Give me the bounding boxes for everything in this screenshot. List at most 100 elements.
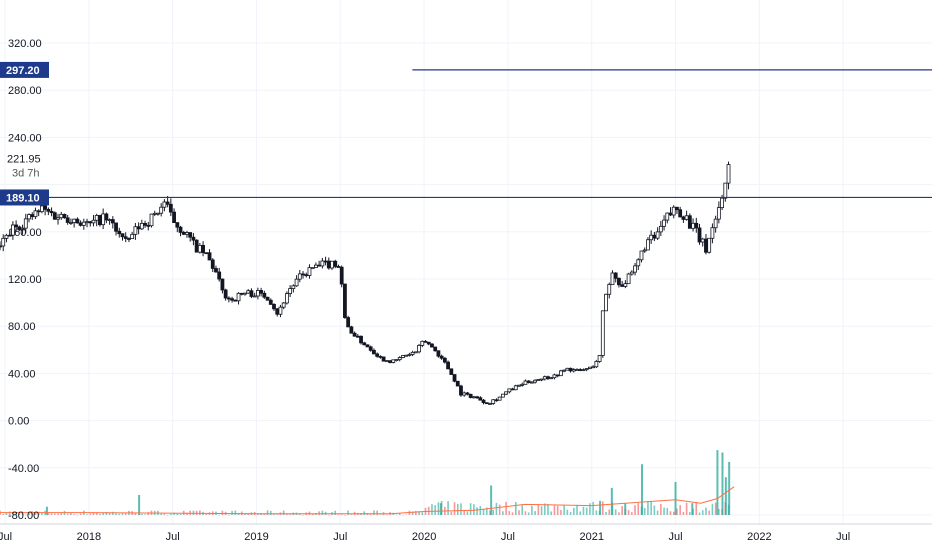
candle-body [455, 380, 460, 387]
volume-bar [689, 512, 691, 515]
candle-body [510, 388, 515, 391]
candle-body [355, 335, 360, 338]
candle-body [513, 385, 518, 391]
candle-body [420, 340, 425, 346]
candle-body [546, 376, 550, 379]
candle-body [123, 236, 128, 239]
volume-bar [514, 502, 517, 515]
candle-body [388, 360, 392, 363]
candle-body [584, 368, 589, 371]
volume-bar [492, 509, 495, 515]
volume-bar [627, 509, 630, 515]
candle-body [104, 213, 109, 221]
volume-bar [469, 503, 472, 515]
candle-body [636, 259, 641, 267]
candle-body [681, 216, 686, 220]
candle-body [417, 345, 421, 353]
candle-body [117, 230, 122, 235]
volume-bar [553, 505, 556, 515]
volume-bar [41, 512, 43, 515]
volume-bar [308, 511, 311, 515]
horizontal-lines[interactable]: 297.20 189.10 [0, 61, 932, 206]
candle-body [368, 346, 373, 351]
y-tick-label: 40.00 [8, 368, 36, 380]
candle-body [307, 267, 312, 276]
volume-bar [347, 510, 349, 515]
candle-body [297, 273, 302, 280]
candle-body [268, 299, 273, 305]
volume-bar [595, 510, 598, 515]
candle-body [526, 380, 531, 383]
candle-body [288, 288, 293, 294]
volume-bar [318, 511, 320, 515]
volume-bar [592, 501, 594, 515]
volume-bar [8, 511, 11, 515]
x-tick-label: 2019 [244, 531, 268, 543]
candle-body [542, 376, 547, 380]
volume-bar [498, 504, 501, 515]
candle-body [713, 218, 718, 229]
candle-body [46, 208, 51, 212]
volume-bar [24, 514, 27, 516]
price-badge-label: 297.20 [6, 65, 40, 77]
candle-body [520, 383, 525, 386]
candle-body [294, 278, 299, 287]
volume-bar [674, 481, 677, 515]
candle-body [426, 341, 431, 345]
volume-bar [618, 512, 620, 515]
volume-bar [631, 512, 633, 515]
volume-bar [682, 512, 685, 515]
candle-body [362, 342, 367, 346]
candle-body [639, 250, 644, 261]
volume-bar [563, 505, 565, 515]
price-axis[interactable]: 320.00 280.00 240.00 160.00 120.00 80.00 40.00… [7, 38, 42, 522]
candle-body [600, 310, 605, 356]
volume-bar [186, 512, 188, 515]
volume-bar [86, 514, 88, 515]
volume-bar [463, 509, 465, 515]
candle-body [330, 260, 334, 269]
candle-body [620, 284, 625, 287]
candle-body [459, 385, 463, 396]
candle-body [94, 215, 99, 221]
candle-body [665, 212, 670, 221]
volume-bar [205, 513, 208, 515]
time-axis[interactable]: Jul 2018 Jul 2019 Jul 2020 Jul 2021 Jul 2022 Jul [0, 531, 850, 543]
candle-body [716, 207, 721, 220]
candle-body [507, 388, 512, 393]
volume-bar [99, 513, 101, 515]
candle-body [323, 260, 328, 263]
volume-bar [138, 494, 141, 515]
candle-body [101, 213, 106, 226]
candle-body [146, 224, 151, 227]
volume-bar [121, 513, 124, 515]
candle-body [339, 266, 344, 285]
candle-body [91, 219, 96, 224]
volume-bar [141, 513, 143, 515]
volume-bar [311, 513, 314, 515]
candle-body [207, 252, 212, 261]
candle-body [320, 260, 325, 267]
candle-body [442, 357, 447, 363]
candle-body [684, 215, 689, 220]
candle-body [223, 289, 228, 299]
candle-body [139, 222, 144, 230]
volume-bar [537, 504, 540, 515]
candle-body [529, 381, 534, 384]
price-badge [0, 189, 49, 206]
volume-bar [502, 511, 504, 515]
volume-bar [569, 512, 572, 515]
candle-body [720, 197, 724, 209]
volume-bar [460, 503, 462, 515]
candle-body [243, 292, 247, 295]
candle-body [56, 217, 60, 220]
volume-bar [273, 514, 275, 515]
x-tick-label: Jul [166, 531, 180, 543]
volume-bar [12, 512, 14, 515]
volume-bar [73, 514, 75, 515]
candle-body [462, 392, 467, 396]
volume-bar [163, 513, 166, 515]
volume-bar [192, 510, 195, 515]
candle-body [236, 292, 241, 302]
